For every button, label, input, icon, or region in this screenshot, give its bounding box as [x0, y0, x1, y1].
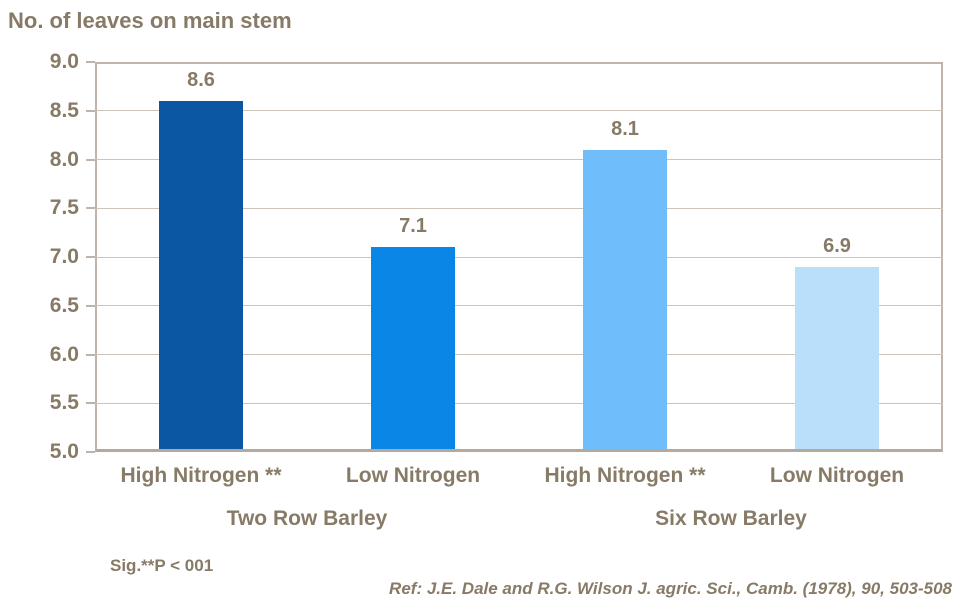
chart-title: No. of leaves on main stem — [8, 8, 292, 33]
significance-note: Sig.**P < 001 — [110, 556, 214, 575]
gridline — [95, 354, 943, 355]
y-axis-tick-label: 8.5 — [49, 98, 79, 122]
y-axis-tick-label: 6.5 — [49, 293, 79, 317]
gridline — [95, 305, 943, 307]
gridline — [95, 402, 943, 404]
y-axis-tick-label: 9.0 — [49, 50, 79, 73]
gridline — [95, 207, 943, 209]
bar — [159, 101, 243, 449]
gridline — [95, 256, 943, 258]
y-axis-tick-label: 5.0 — [49, 440, 79, 463]
gridline — [95, 110, 943, 112]
y-axis-tick — [86, 451, 95, 453]
bar-value-label: 8.6 — [187, 69, 215, 91]
bar-value-label: 8.1 — [611, 117, 639, 140]
x-axis-category-label: Low Nitrogen — [345, 464, 481, 487]
y-axis-tick-label: 7.5 — [49, 196, 79, 220]
x-axis-group-label: Six Row Barley — [655, 507, 807, 530]
y-axis-tick — [86, 353, 95, 356]
bar — [371, 247, 455, 449]
x-axis-category-label: High Nitrogen ** — [120, 464, 282, 487]
x-axis-group-label: Two Row Barley — [226, 507, 388, 530]
bar — [795, 266, 879, 449]
y-axis-tick-label: 5.5 — [49, 391, 79, 415]
y-axis-tick — [86, 402, 95, 405]
x-axis-category-label: High Nitrogen ** — [544, 464, 706, 487]
y-axis-tick-label: 7.0 — [49, 245, 79, 268]
y-axis-tick — [86, 256, 95, 258]
x-axis-category-label: Low Nitrogen — [769, 464, 905, 487]
y-axis-tick — [86, 207, 95, 210]
reference-note: Ref: J.E. Dale and R.G. Wilson J. agric.… — [389, 579, 952, 598]
gridline — [95, 159, 943, 160]
bar-value-label: 6.9 — [823, 234, 851, 257]
y-axis-tick — [86, 304, 95, 307]
y-axis-tick — [86, 158, 95, 161]
y-axis-tick — [86, 109, 95, 112]
y-axis-tick-label: 8.0 — [49, 147, 79, 171]
bar — [583, 149, 667, 449]
bar-value-label: 7.1 — [399, 215, 427, 238]
y-axis-tick-label: 6.0 — [49, 342, 79, 366]
y-axis-tick — [86, 61, 95, 63]
